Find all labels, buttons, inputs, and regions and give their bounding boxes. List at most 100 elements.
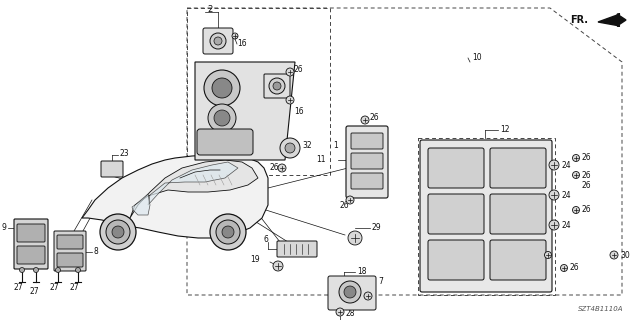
Text: 2: 2 <box>207 5 212 14</box>
Text: 27: 27 <box>30 287 40 297</box>
Text: 26: 26 <box>294 66 303 75</box>
Circle shape <box>222 226 234 238</box>
Circle shape <box>361 116 369 124</box>
Circle shape <box>56 268 61 273</box>
FancyBboxPatch shape <box>351 153 383 169</box>
Circle shape <box>549 160 559 170</box>
Circle shape <box>280 138 300 158</box>
Text: 24: 24 <box>562 161 572 170</box>
Circle shape <box>100 214 136 250</box>
Circle shape <box>269 78 285 94</box>
Text: 24: 24 <box>562 190 572 199</box>
FancyBboxPatch shape <box>54 231 86 271</box>
Circle shape <box>286 68 294 76</box>
Text: 16: 16 <box>237 39 246 49</box>
Circle shape <box>214 37 222 45</box>
Circle shape <box>348 231 362 245</box>
FancyBboxPatch shape <box>490 240 546 280</box>
FancyBboxPatch shape <box>351 133 383 149</box>
Circle shape <box>106 220 130 244</box>
Text: 16: 16 <box>294 108 303 116</box>
Text: 26: 26 <box>270 164 280 172</box>
FancyBboxPatch shape <box>57 235 83 249</box>
FancyBboxPatch shape <box>264 74 290 98</box>
Circle shape <box>573 155 579 162</box>
Text: 7: 7 <box>378 277 383 286</box>
FancyBboxPatch shape <box>101 161 123 177</box>
Text: 26: 26 <box>582 154 591 163</box>
Text: 26: 26 <box>582 205 591 214</box>
Text: 26: 26 <box>540 247 550 257</box>
FancyBboxPatch shape <box>277 241 317 257</box>
Polygon shape <box>130 160 258 218</box>
Circle shape <box>339 281 361 303</box>
FancyBboxPatch shape <box>346 126 388 198</box>
Text: 23: 23 <box>120 148 130 157</box>
Text: SZT4B1110A: SZT4B1110A <box>577 306 623 312</box>
Text: 13: 13 <box>218 167 228 177</box>
Circle shape <box>286 96 294 104</box>
Circle shape <box>212 78 232 98</box>
FancyBboxPatch shape <box>490 194 546 234</box>
Text: 26: 26 <box>570 263 580 273</box>
FancyBboxPatch shape <box>203 28 233 54</box>
Circle shape <box>549 220 559 230</box>
Circle shape <box>344 286 356 298</box>
Circle shape <box>112 226 124 238</box>
Circle shape <box>232 33 238 39</box>
FancyBboxPatch shape <box>428 148 484 188</box>
Text: 26: 26 <box>340 201 349 210</box>
Circle shape <box>273 82 281 90</box>
Text: 8: 8 <box>93 247 98 257</box>
Circle shape <box>285 143 295 153</box>
Text: 27: 27 <box>50 284 60 292</box>
Circle shape <box>561 265 568 271</box>
Text: 24: 24 <box>562 220 572 229</box>
Text: 26: 26 <box>582 171 591 180</box>
Polygon shape <box>132 194 150 215</box>
Text: 32: 32 <box>302 140 312 149</box>
Text: 29: 29 <box>372 223 381 233</box>
Circle shape <box>208 104 236 132</box>
FancyBboxPatch shape <box>428 194 484 234</box>
Text: 10: 10 <box>472 53 482 62</box>
Circle shape <box>204 70 240 106</box>
FancyBboxPatch shape <box>14 219 48 269</box>
Text: 26: 26 <box>582 180 591 189</box>
Text: 6: 6 <box>263 236 268 244</box>
FancyBboxPatch shape <box>17 224 45 242</box>
Circle shape <box>210 214 246 250</box>
Text: 27: 27 <box>14 284 24 292</box>
Circle shape <box>610 251 618 259</box>
FancyBboxPatch shape <box>428 240 484 280</box>
Text: 26: 26 <box>370 114 380 123</box>
Circle shape <box>549 190 559 200</box>
Polygon shape <box>195 62 295 160</box>
Circle shape <box>214 110 230 126</box>
Text: 30: 30 <box>620 251 630 260</box>
Polygon shape <box>82 155 268 238</box>
Polygon shape <box>598 14 626 26</box>
Circle shape <box>336 308 344 316</box>
Circle shape <box>364 292 372 300</box>
FancyBboxPatch shape <box>328 276 376 310</box>
Text: 12: 12 <box>500 125 509 134</box>
Circle shape <box>278 164 286 172</box>
Circle shape <box>545 252 552 259</box>
Circle shape <box>573 206 579 213</box>
FancyBboxPatch shape <box>351 173 383 189</box>
Text: 1: 1 <box>333 140 338 149</box>
Circle shape <box>76 268 81 273</box>
Polygon shape <box>148 162 238 205</box>
Text: 18: 18 <box>357 268 367 276</box>
Text: 27: 27 <box>70 284 79 292</box>
FancyBboxPatch shape <box>197 129 253 155</box>
Circle shape <box>33 268 38 273</box>
Circle shape <box>273 261 283 271</box>
Circle shape <box>210 33 226 49</box>
FancyBboxPatch shape <box>17 246 45 264</box>
FancyBboxPatch shape <box>57 253 83 267</box>
FancyBboxPatch shape <box>420 140 552 292</box>
Circle shape <box>216 220 240 244</box>
Text: 19: 19 <box>250 255 260 265</box>
